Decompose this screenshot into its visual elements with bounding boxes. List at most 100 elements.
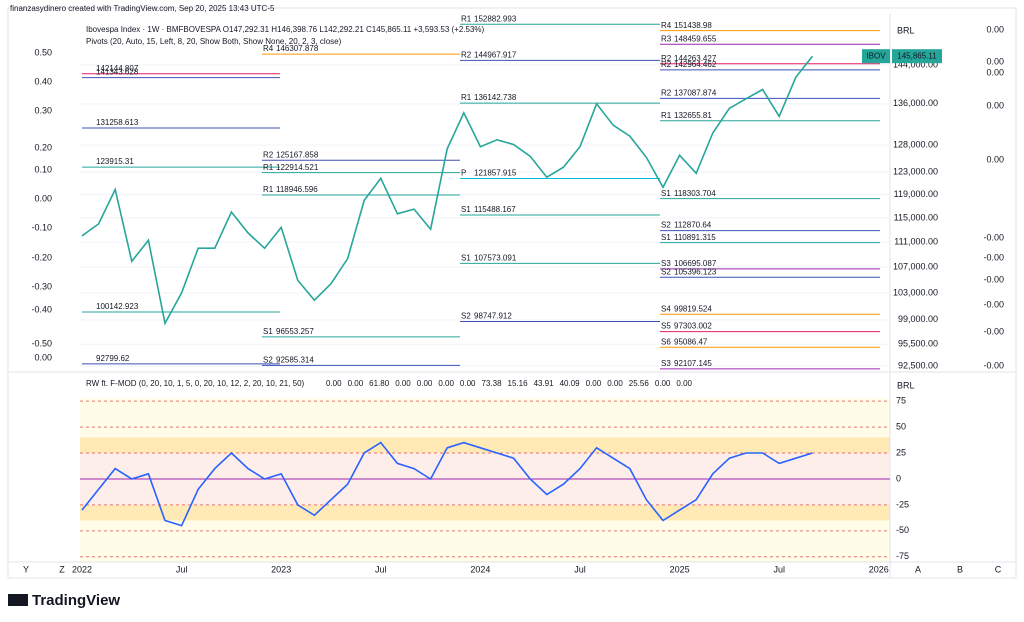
- pivot-level: S3: [661, 359, 671, 368]
- pivot-value: 105396.123: [674, 267, 717, 276]
- pivot-level: S2: [263, 355, 273, 364]
- left-scale-label: 0.10: [34, 164, 52, 174]
- pivot-value: 100142.923: [96, 302, 139, 311]
- pivot-level: S2: [661, 221, 671, 230]
- currency: BRL: [897, 380, 915, 390]
- band-lower: [80, 504, 890, 521]
- y-tick-label: -75: [896, 551, 909, 561]
- pivot-level: R2: [661, 54, 672, 63]
- pivot-level: S1: [661, 189, 671, 198]
- legend-value: 0.00: [607, 379, 623, 388]
- pivot-level: S3: [661, 259, 671, 268]
- y-tick-label: 75: [896, 395, 906, 405]
- pivot-level: R2: [661, 89, 672, 98]
- left-scale-label: -0.10: [31, 222, 52, 232]
- y-tick-label: 136,000.00: [893, 98, 938, 108]
- left-scale-label: 0.50: [34, 47, 52, 57]
- pivot-level: R1: [263, 185, 274, 194]
- pivot-value: 106695.087: [674, 259, 717, 268]
- pivot-value: 118946.596: [276, 185, 318, 194]
- name-tag: [862, 49, 890, 64]
- pivot-value: 136142.738: [474, 93, 517, 102]
- y-tick-label: 107,000.00: [893, 261, 938, 271]
- pivot-value: 92107.145: [674, 359, 712, 368]
- y-tick-label: 50: [896, 421, 906, 431]
- price-legend: Ibovespa Index · 1W · BMFBOVESPA O147,29…: [86, 25, 485, 34]
- right-scale-label: -0.00: [983, 274, 1004, 284]
- pivot-value: 146307.878: [276, 44, 319, 53]
- left-scale-label: 0.00: [34, 352, 52, 362]
- y-tick-label: 128,000.00: [893, 139, 938, 149]
- pivot-value: 142144.807: [96, 64, 139, 73]
- legend-value: 43.91: [534, 379, 555, 388]
- pivot-level: R2: [661, 60, 672, 69]
- y-tick-label: 103,000.00: [893, 287, 938, 297]
- pivot-value: 151438.98: [674, 21, 712, 30]
- study-legend: Pivots (20, Auto, 15, Left, 8, 20, Show …: [86, 37, 342, 46]
- pivot-level: R4: [661, 21, 672, 30]
- right-scale-label: -0.00: [983, 360, 1004, 370]
- pivot-value: 123915.31: [96, 157, 134, 166]
- left-scale-label: 0.30: [34, 105, 52, 115]
- y-tick-label: 144,000.00: [893, 59, 938, 69]
- series-name: IBOV: [866, 51, 886, 60]
- currency: BRL: [897, 25, 915, 35]
- pivot-level: S1: [263, 327, 273, 336]
- pivot-level: S2: [461, 312, 471, 321]
- pivot-value: 137087.874: [674, 89, 717, 98]
- last-price: 145,865.11: [897, 51, 937, 60]
- brand-name: TradingView: [32, 592, 120, 609]
- toolbar-letter: A: [915, 564, 921, 574]
- pivot-level: R4: [263, 44, 274, 53]
- legend-value: 0.00: [460, 379, 476, 388]
- pivot-level: S1: [661, 233, 671, 242]
- price-tag: [892, 49, 942, 64]
- pivot-value: 141343.628: [96, 68, 139, 77]
- y-tick-label: 111,000.00: [894, 236, 938, 246]
- x-tick-label: Jul: [176, 564, 188, 574]
- pivot-value: 142964.462: [674, 60, 717, 69]
- legend-value: 0.00: [586, 379, 602, 388]
- legend-value: 0.00: [326, 379, 342, 388]
- legend-value: 0.00: [395, 379, 411, 388]
- right-scale-label: -0.00: [983, 326, 1004, 336]
- pivot-level: S4: [661, 304, 671, 313]
- legend-value: 40.09: [560, 379, 581, 388]
- pivot-value: 92585.314: [276, 355, 314, 364]
- right-scale-label: -0.00: [983, 232, 1004, 242]
- pivot-level: S1: [461, 253, 471, 262]
- pivot-level: S2: [661, 267, 671, 276]
- y-tick-label: -50: [896, 525, 909, 535]
- x-tick-label: 2025: [670, 564, 690, 574]
- x-tick-label: Jul: [375, 564, 387, 574]
- x-tick-label: 2024: [470, 564, 490, 574]
- credit: finanzasydinero created with TradingView…: [10, 4, 275, 13]
- legend-value: 25.56: [629, 379, 650, 388]
- pivot-value: 144967.917: [474, 51, 517, 60]
- pivot-level: S5: [661, 322, 671, 331]
- pivot-level: P: [461, 169, 466, 178]
- pivot-level: S6: [661, 337, 671, 346]
- right-scale-label: 0.00: [986, 24, 1004, 34]
- left-scale-label: -0.30: [31, 281, 52, 291]
- pivot-value: 96553.257: [276, 327, 314, 336]
- right-scale-label: 0.00: [986, 154, 1004, 164]
- toolbar-letter: Y: [23, 564, 29, 574]
- left-scale-label: -0.50: [31, 338, 52, 348]
- right-scale-label: 0.00: [986, 100, 1004, 110]
- right-scale-label: 0.00: [986, 67, 1004, 77]
- pivot-value: 152882.993: [474, 14, 517, 23]
- y-tick-label: -25: [896, 499, 909, 509]
- pivot-value: 92799.62: [96, 354, 130, 363]
- oscillator-legend: RW ft. F-MOD (0, 20, 10, 1, 5, 0, 20, 10…: [86, 379, 305, 388]
- left-scale-label: 0.40: [34, 76, 52, 86]
- toolbar-letter: Z: [59, 564, 65, 574]
- pivot-level: R3: [661, 34, 672, 43]
- legend-value: 0.00: [655, 379, 671, 388]
- pivot-level: R2: [461, 51, 472, 60]
- pivot-value: 131258.613: [96, 118, 139, 127]
- legend-value: 0.00: [417, 379, 433, 388]
- legend-value: 0.00: [348, 379, 364, 388]
